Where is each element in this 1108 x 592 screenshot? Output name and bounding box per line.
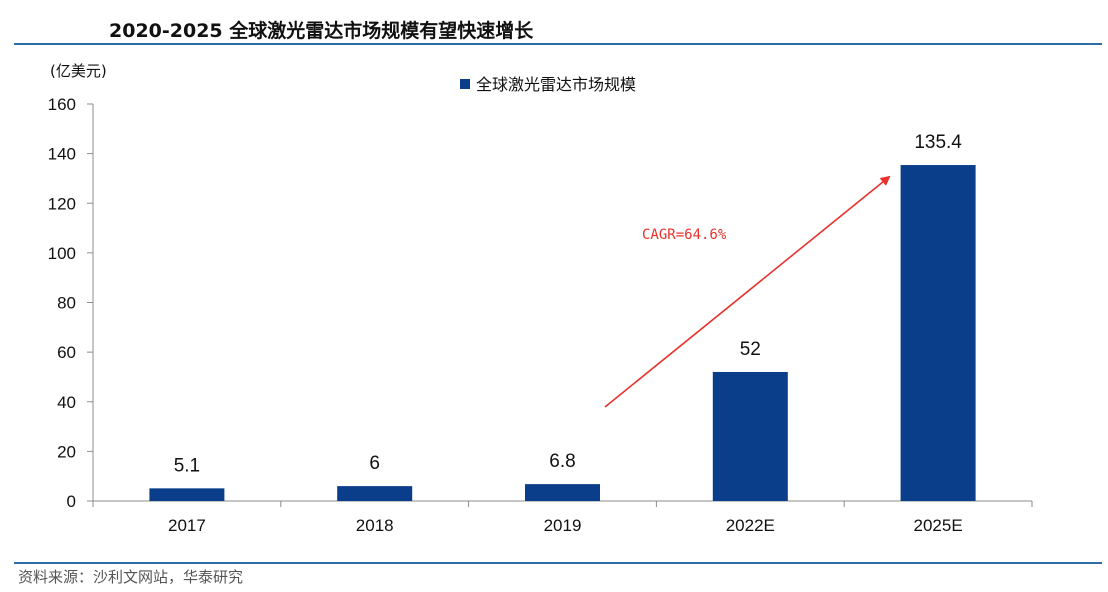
- y-axis-unit-label: (亿美元): [50, 62, 107, 80]
- bar-value-label: 52: [740, 339, 761, 360]
- title-divider: [14, 43, 1102, 45]
- y-tick-label: 20: [57, 442, 76, 461]
- x-tick-label: 2025E: [914, 516, 963, 535]
- legend-swatch: [460, 79, 470, 89]
- y-tick-label: 160: [48, 95, 76, 114]
- bar: [525, 484, 600, 501]
- x-tick-label: 2017: [168, 516, 206, 535]
- bar-series: 5.1 6 6.8 52 135.4: [149, 132, 976, 501]
- y-tick-label: 60: [57, 343, 76, 362]
- bar: [149, 488, 225, 501]
- bar: [900, 165, 976, 501]
- y-tick-label: 120: [48, 194, 76, 213]
- bar-value-label: 6.8: [549, 451, 575, 472]
- cagr-label: CAGR=64.6%: [642, 227, 727, 243]
- y-tick-label: 140: [48, 145, 76, 164]
- y-axis: 0 20 40 60 80 100 120 140 160: [48, 95, 94, 511]
- cagr-annotation: CAGR=64.6%: [604, 175, 891, 408]
- footer-divider: [14, 562, 1102, 564]
- x-axis: 2017 2018 2019 2022E 2025E: [92, 500, 1033, 535]
- legend: 全球激光雷达市场规模: [460, 75, 636, 94]
- legend-label: 全球激光雷达市场规模: [476, 75, 636, 94]
- bar: [712, 371, 788, 501]
- bar-value-label: 135.4: [914, 132, 962, 153]
- y-tick-label: 100: [48, 244, 76, 263]
- cagr-arrow: [604, 175, 891, 408]
- x-tick-label: 2019: [544, 516, 582, 535]
- bar-value-label: 5.1: [174, 455, 200, 476]
- source-note: 资料来源：沙利文网站，华泰研究: [18, 568, 244, 586]
- x-tick-label: 2018: [356, 516, 394, 535]
- y-tick-label: 0: [67, 492, 76, 511]
- y-tick-label: 40: [57, 393, 76, 412]
- chart-title: 2020-2025 全球激光雷达市场规模有望快速增长: [109, 20, 534, 42]
- x-tick-label: 2022E: [726, 516, 775, 535]
- bar: [337, 486, 413, 501]
- bar-value-label: 6: [369, 453, 380, 474]
- y-tick-label: 80: [57, 294, 76, 313]
